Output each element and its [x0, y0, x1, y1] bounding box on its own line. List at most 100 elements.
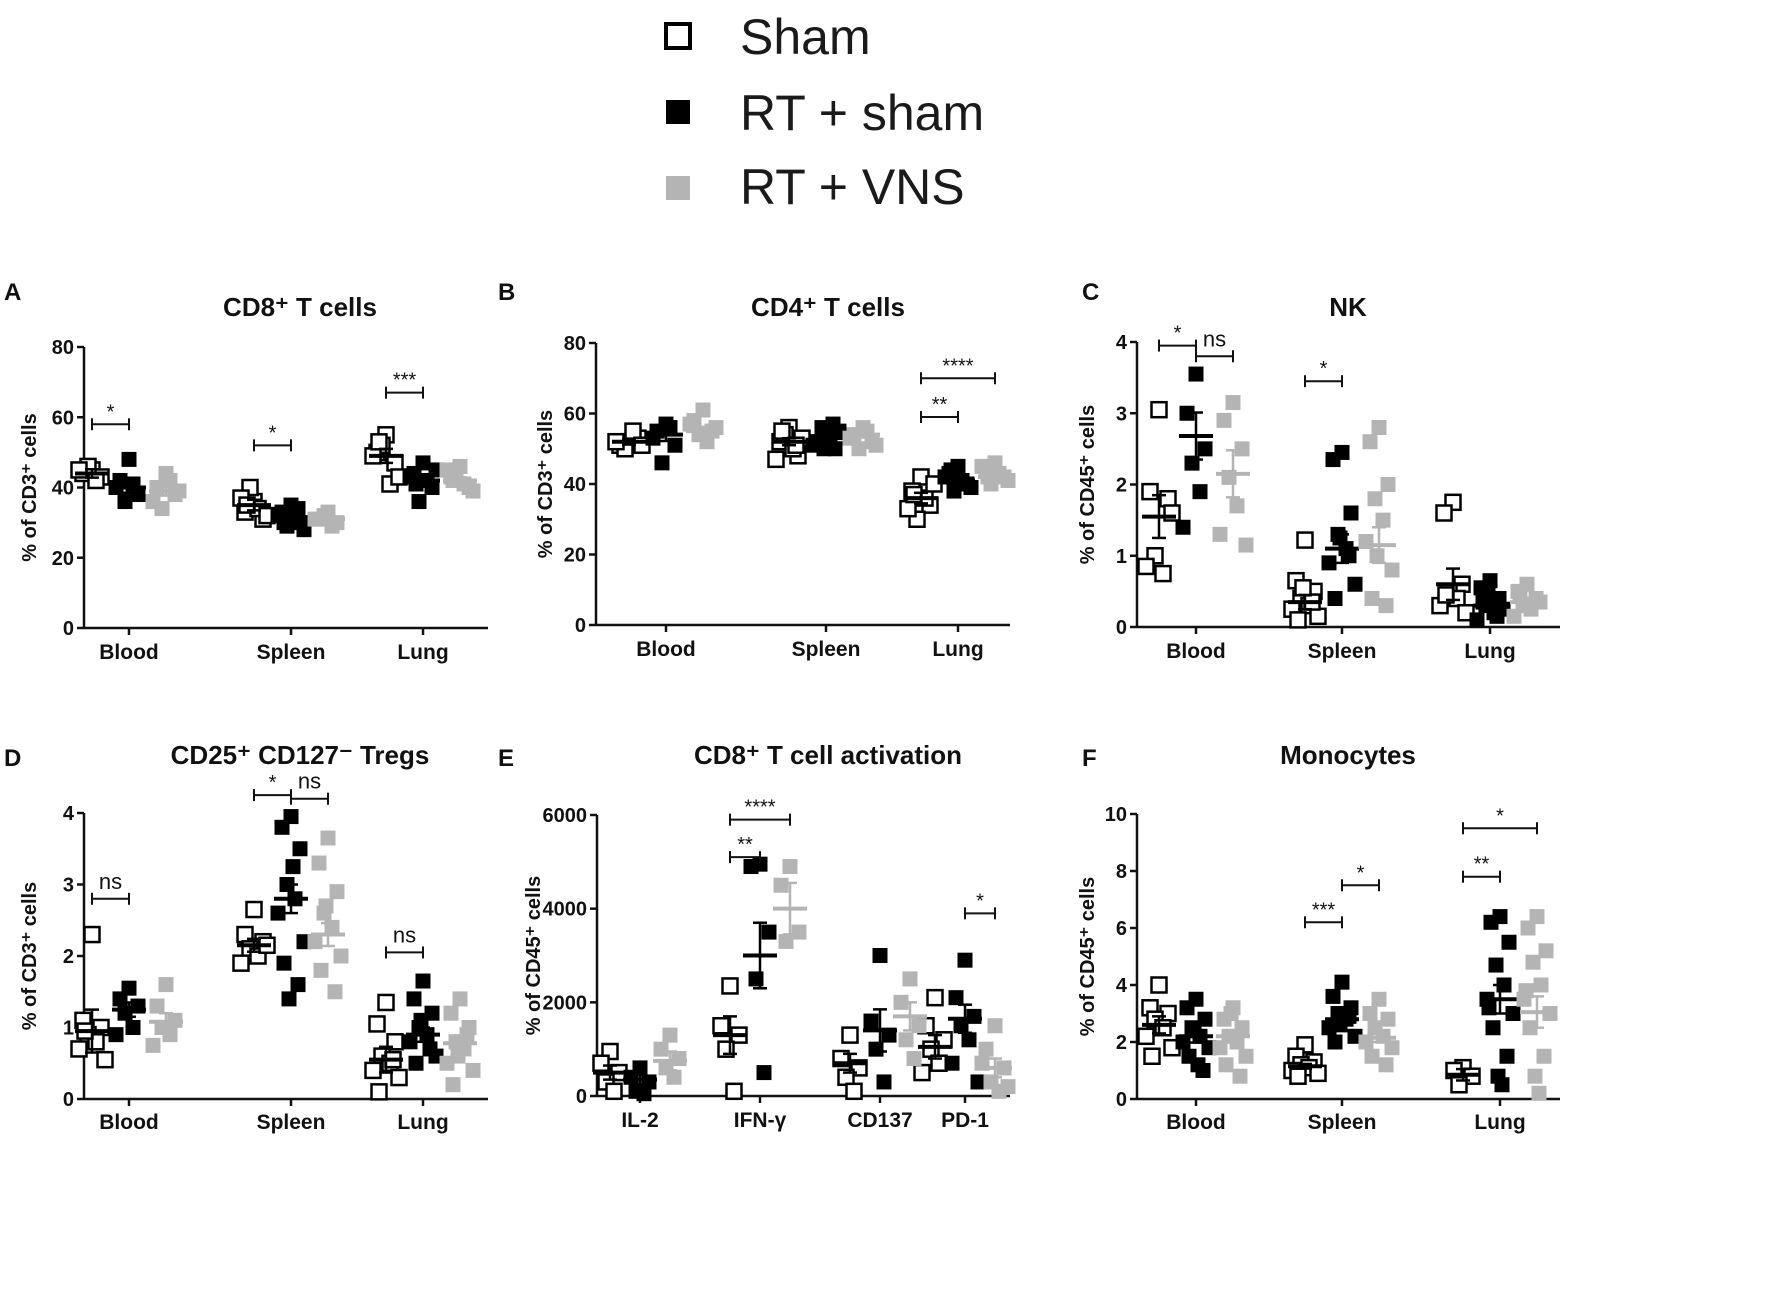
- data-point: [1384, 1040, 1400, 1056]
- data-point: [1488, 957, 1504, 973]
- panel-f: F Monocytes % of CD45⁺ cells 0 2 4 6 8 10 Blood Sp…: [1077, 740, 1560, 1134]
- x-category-label: Blood: [99, 641, 158, 664]
- legend-marker-rt-vns: [666, 176, 690, 200]
- data-point: [913, 1063, 931, 1082]
- data-point: [1141, 482, 1159, 501]
- y-tick-label: 60: [52, 407, 74, 429]
- significance-bracket: ***: [1304, 899, 1343, 929]
- data-point: [876, 1074, 892, 1090]
- data-point: [1218, 1057, 1234, 1073]
- significance-bracket: ns: [385, 922, 424, 959]
- data-point: [327, 984, 343, 1000]
- data-point: [926, 988, 944, 1007]
- significance-label: **: [1474, 854, 1490, 876]
- data-point: [1371, 991, 1387, 1007]
- data-point: [158, 977, 174, 993]
- y-tick-label: 80: [564, 333, 586, 355]
- panel-title: CD4⁺ T cells: [751, 292, 905, 322]
- data-point: [1238, 537, 1254, 553]
- y-tick-label: 20: [52, 548, 74, 570]
- significance-label: ****: [942, 355, 973, 377]
- x-category-label: Blood: [99, 1111, 158, 1134]
- data-point: [948, 990, 964, 1006]
- data-point: [465, 483, 481, 499]
- y-tick-label: 2: [63, 946, 74, 968]
- significance-bracket: *: [964, 890, 996, 920]
- data-point: [1364, 1048, 1380, 1064]
- x-category-label: PD-1: [941, 1109, 989, 1132]
- x-category-label: Lung: [397, 641, 448, 664]
- data-point: [978, 1041, 994, 1057]
- significance-bracket: *: [253, 422, 292, 452]
- y-tick-label: 6000: [543, 805, 588, 827]
- data-point: [1538, 943, 1554, 959]
- data-point: [899, 499, 917, 518]
- data-point: [773, 422, 791, 440]
- data-point: [1238, 1048, 1254, 1064]
- data-point: [1216, 412, 1232, 428]
- panel-letter: A: [4, 279, 21, 306]
- data-point: [1483, 914, 1499, 930]
- data-point: [1154, 564, 1172, 583]
- significance-bracket: ***: [385, 370, 424, 399]
- y-tick-label: 4: [1116, 332, 1128, 354]
- data-point: [1384, 562, 1400, 578]
- y-tick-label: 2: [1116, 475, 1127, 497]
- legend: Sham RT + sham RT + VNS: [664, 9, 984, 215]
- significance-label: *: [107, 401, 115, 423]
- data-point: [1527, 1068, 1543, 1084]
- data-point: [1212, 526, 1228, 542]
- data-point: [1332, 530, 1348, 546]
- significance-label: **: [932, 394, 948, 416]
- legend-entry-sham: Sham: [664, 9, 871, 65]
- legend-label-sham: Sham: [740, 9, 871, 65]
- y-tick-label: 2: [1116, 1032, 1127, 1054]
- y-tick-label: 40: [52, 478, 74, 500]
- panel-d: D CD25⁺ CD127⁻ Tregs % of CD3⁺ cells 0 1 2 3 4 B…: [4, 740, 488, 1134]
- data-point: [1327, 591, 1343, 606]
- significance-label: *: [269, 772, 277, 794]
- significance-bracket: **: [920, 394, 959, 424]
- significance-bracket: **: [1462, 854, 1501, 883]
- series-rt-vns: [682, 402, 1016, 492]
- panel-letter: E: [498, 745, 514, 772]
- data-point: [756, 1065, 772, 1081]
- significance-label: ****: [744, 797, 775, 819]
- data-point: [791, 924, 807, 940]
- data-point: [653, 1041, 669, 1057]
- data-point: [1192, 484, 1208, 500]
- x-category-label: IFN-γ: [734, 1109, 787, 1132]
- data-point: [1518, 983, 1534, 999]
- data-point: [1485, 1020, 1501, 1036]
- data-point: [307, 934, 323, 950]
- data-point: [825, 416, 841, 432]
- data-point: [290, 977, 306, 993]
- data-point: [863, 1013, 879, 1029]
- data-point: [70, 1040, 88, 1058]
- series-rt-sham: [623, 856, 986, 1102]
- panel-letter: B: [498, 279, 515, 306]
- data-point: [773, 877, 789, 893]
- y-tick-label: 4: [1116, 975, 1128, 997]
- significance-label: ns: [1203, 326, 1226, 351]
- significance-label: ns: [99, 869, 122, 894]
- y-tick-label: 3: [1116, 403, 1127, 425]
- data-point: [623, 1069, 639, 1085]
- y-tick-label: 0: [1116, 1089, 1127, 1111]
- data-point: [368, 1015, 386, 1033]
- y-axis-label: % of CD45⁺ cells: [523, 876, 545, 1036]
- data-point: [313, 962, 329, 978]
- x-category-label: IL-2: [621, 1109, 658, 1132]
- data-point: [743, 859, 759, 875]
- x-category-label: Spleen: [257, 641, 326, 664]
- series-rt-sham: [1175, 909, 1521, 1093]
- data-point: [1137, 1027, 1155, 1046]
- data-point: [816, 441, 832, 457]
- significance-label: ns: [298, 769, 321, 794]
- data-point: [1197, 1011, 1213, 1027]
- data-point: [333, 948, 349, 964]
- data-point: [1533, 977, 1549, 993]
- series-rt-sham: [108, 451, 444, 538]
- data-point: [1334, 974, 1350, 990]
- data-point: [778, 933, 794, 949]
